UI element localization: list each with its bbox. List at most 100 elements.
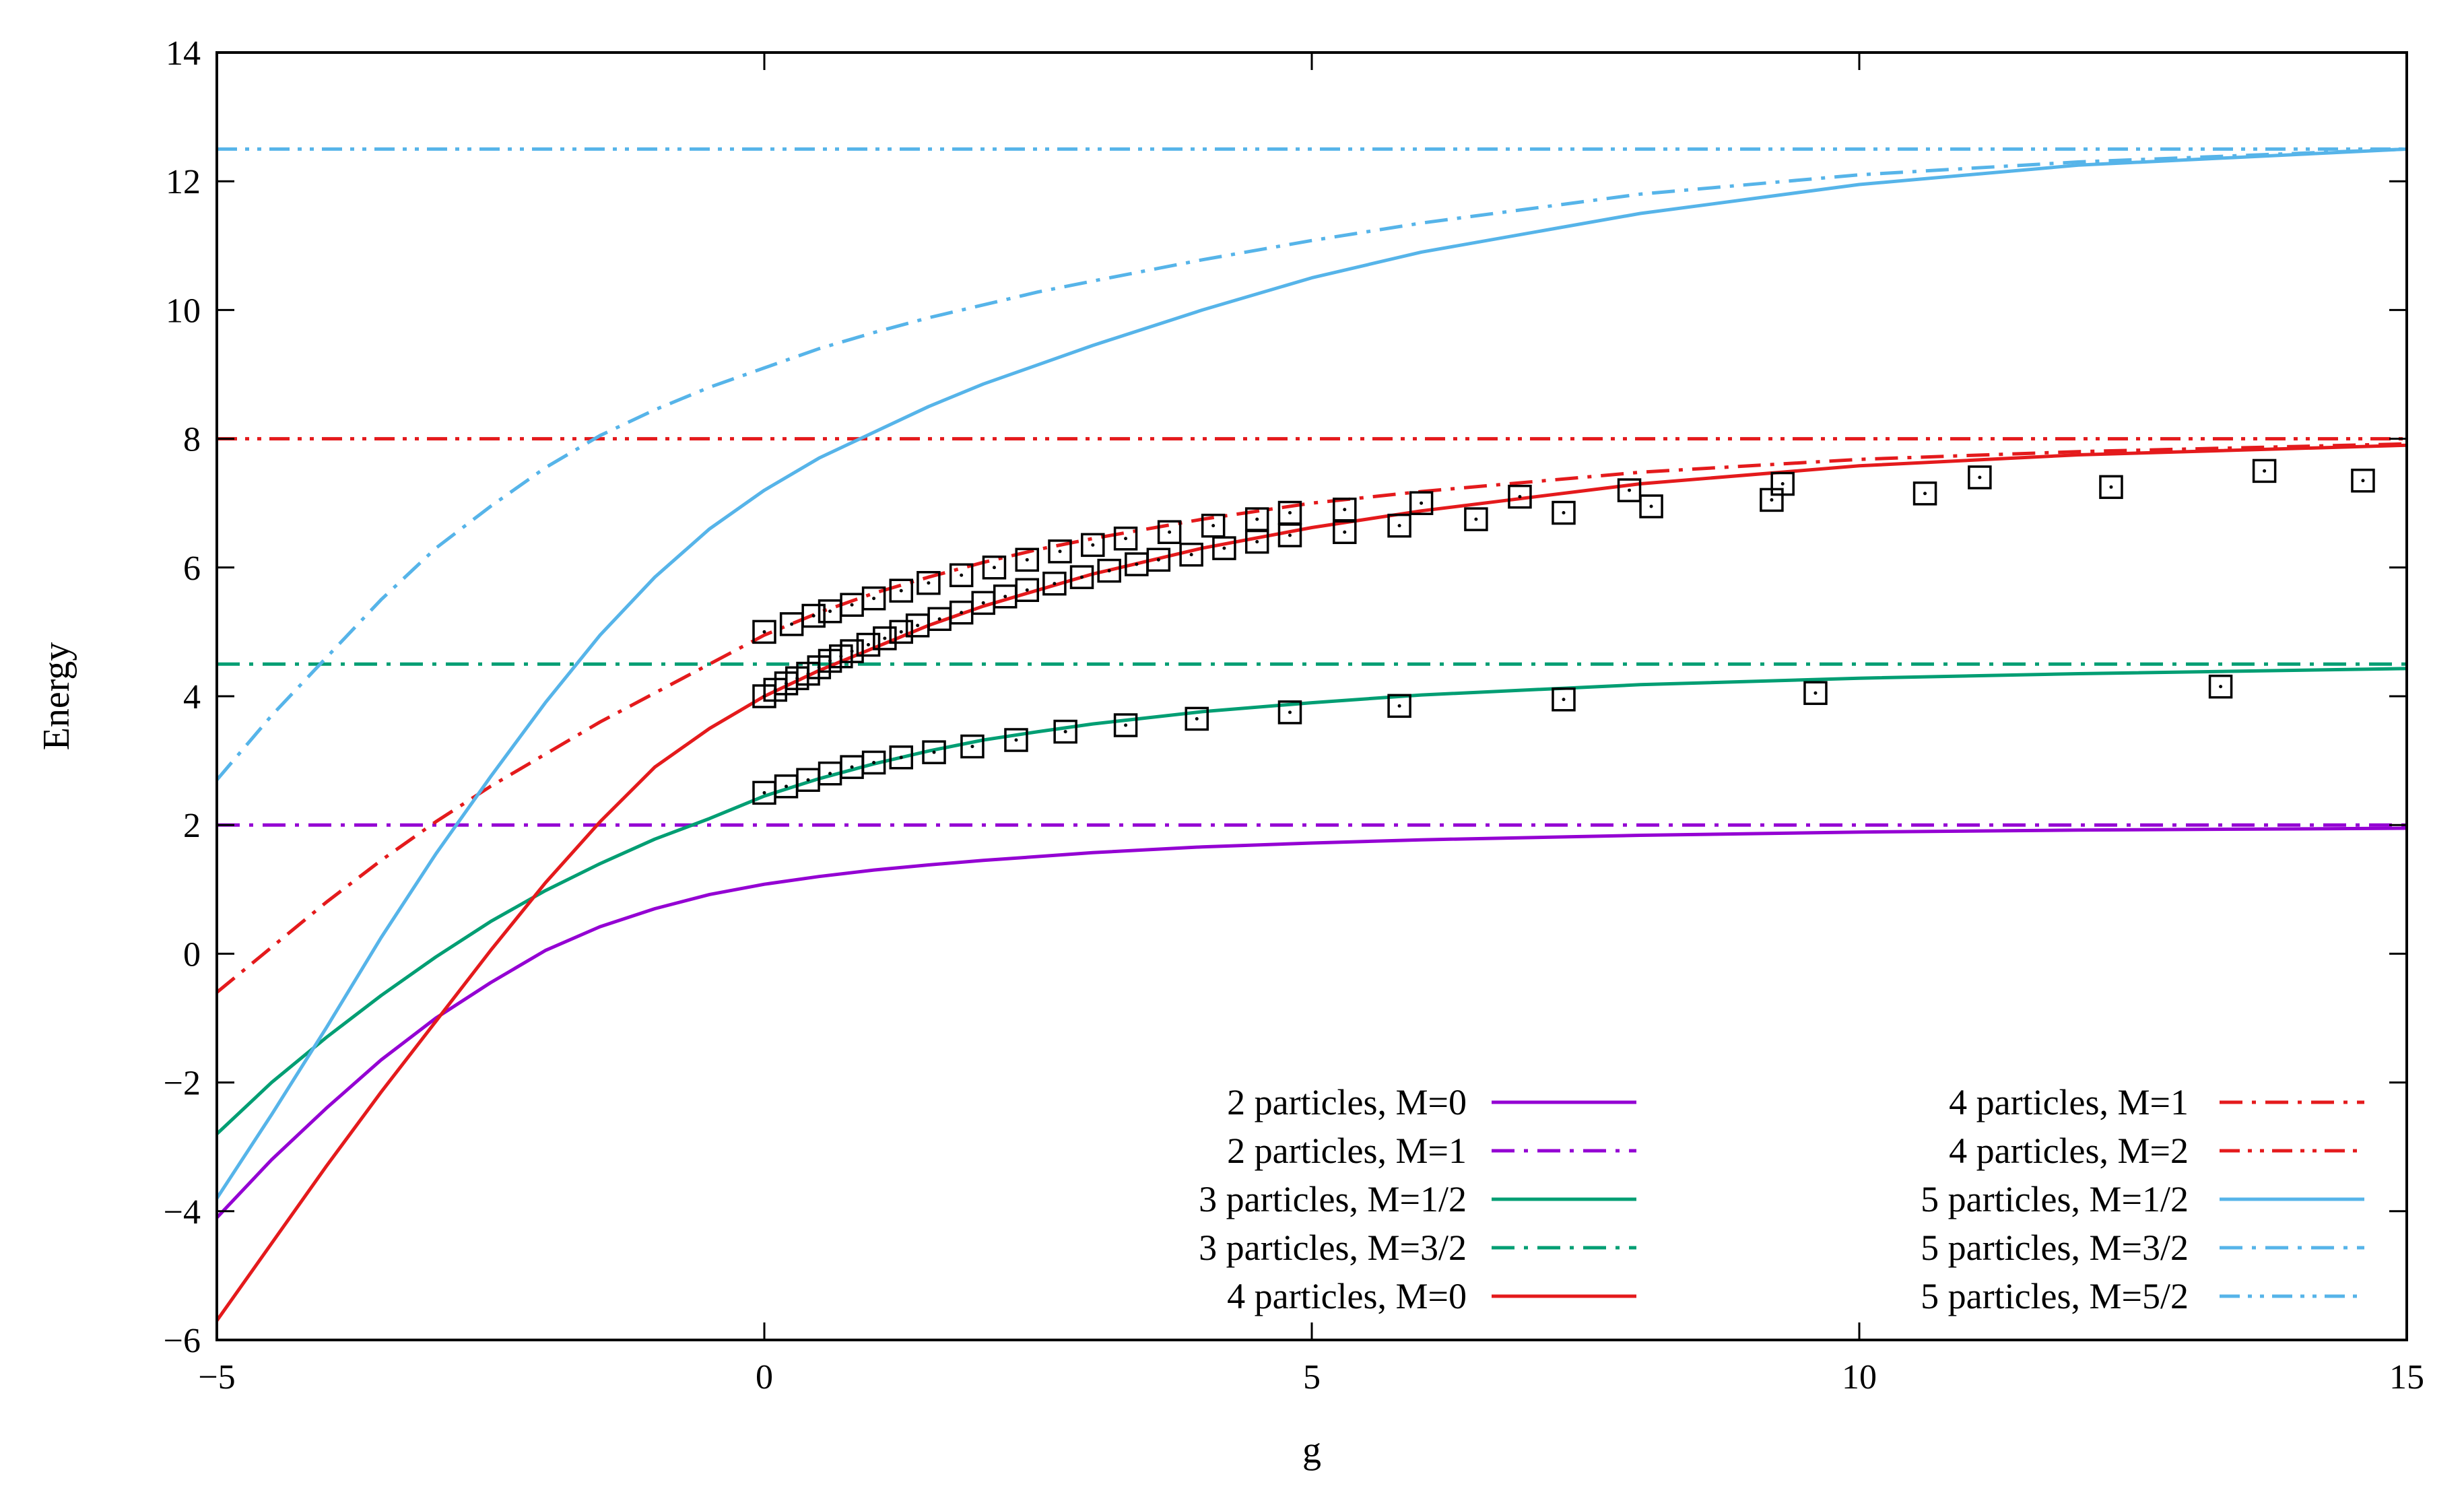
marker-dot [828,609,832,613]
legend-entry-3-particles-m-3-2: 3 particles, M=3/2 [1199,1228,1636,1268]
marker-dot [1978,475,1982,479]
legend-label: 4 particles, M=2 [1949,1131,2189,1171]
marker-dot [1649,504,1653,508]
data-point-marker [1244,529,1269,554]
marker-dot [2361,479,2365,483]
data-point-marker [922,740,946,764]
marker-dot [1025,588,1029,592]
marker-square [1277,523,1302,547]
marker-square [1244,529,1269,554]
marker-square [1552,500,1576,525]
legend-label: 2 particles, M=0 [1227,1082,1467,1122]
data-point-marker [1803,681,1828,705]
marker-square [1097,558,1121,583]
marker-square [861,586,886,611]
data-point-marker [1042,571,1067,596]
marker-square [1042,571,1067,596]
marker-dot [762,630,766,634]
data-point-marker [917,570,941,595]
data-point-marker [1212,536,1236,560]
data-point-marker [1387,513,1411,538]
data-point-marker [1157,520,1182,544]
legend-label: 5 particles, M=1/2 [1921,1179,2189,1219]
marker-square [1617,478,1642,502]
data-point-marker [1015,547,1039,572]
marker-square [1113,713,1138,737]
legend-entry-2-particles-m-1: 2 particles, M=1 [1227,1131,1636,1171]
marker-dot [850,765,854,769]
marker-square [949,563,974,588]
y-tick-label: 8 [183,421,201,459]
data-point-marker [1409,491,1434,515]
marker-dot [1420,501,1424,505]
legend-entry-4-particles-m-2: 4 particles, M=2 [1949,1131,2364,1171]
data-point-marker [861,586,886,611]
marker-square [2099,475,2123,500]
marker-dot [899,756,903,760]
legend-entry-4-particles-m-1: 4 particles, M=1 [1949,1082,2364,1122]
marker-dot [2219,685,2223,689]
marker-dot [899,589,903,593]
marker-dot [1288,533,1292,537]
x-tick-label: 10 [1842,1358,1877,1397]
marker-dot [1518,495,1522,499]
y-tick-label: 14 [166,34,201,73]
legend-entry-5-particles-m-1-2: 5 particles, M=1/2 [1921,1179,2364,1219]
marker-square [1464,507,1488,531]
data-point-marker [1277,523,1302,547]
marker-dot [1343,530,1347,534]
marker-square [1212,536,1236,560]
marker-dot [850,649,854,653]
marker-dot [1124,537,1128,541]
x-tick-label: 15 [2389,1358,2424,1397]
y-tick-label: −2 [164,1065,201,1103]
marker-square [889,745,913,770]
marker-dot [1397,704,1401,708]
y-tick-label: 2 [183,807,201,845]
marker-square [1409,491,1434,515]
x-axis-label: g [1302,1430,1321,1471]
marker-square [1277,700,1302,725]
marker-dot [1255,540,1259,544]
marker-dot [1770,498,1774,502]
marker-dot [762,791,766,795]
marker-dot [2109,485,2113,489]
marker-square [1760,488,1784,512]
marker-square [1157,520,1182,544]
marker-square [752,619,776,644]
data-point-marker [1508,484,1532,509]
marker-dot [1474,517,1478,521]
tick-layer [215,51,2408,1341]
marker-dot [1397,524,1401,528]
marker-dot [1813,691,1818,695]
marker-dot [992,566,996,570]
marker-square [1146,547,1171,572]
series-line-5-particles-m-1-2 [217,147,2407,1200]
marker-square [2252,459,2277,483]
data-point-marker [1912,481,1937,506]
marker-dot [1195,716,1199,720]
y-axis-label: Energy [36,642,77,751]
marker-dot [1168,530,1172,534]
marker-dot [1124,723,1128,727]
marker-square [1113,527,1138,551]
data-point-marker [856,632,881,657]
marker-square [889,578,913,603]
marker-dot [1562,698,1566,702]
legend: 2 particles, M=0 2 particles, M=1 3 partic… [1199,1082,2364,1316]
data-point-marker [1464,507,1488,531]
marker-square [1387,513,1411,538]
series-line-2-particles-m-0 [217,826,2407,1219]
legend-entry-3-particles-m-1-2: 3 particles, M=1/2 [1199,1179,1636,1219]
data-point-marker [1968,465,1992,490]
marker-dot [937,617,941,621]
data-point-marker [982,556,1007,580]
data-point-marker [889,578,913,603]
marker-dot [1058,549,1062,553]
data-point-marker [1552,500,1576,525]
data-point-marker [1097,558,1121,583]
data-point-marker [861,750,886,775]
marker-dot [785,784,789,788]
